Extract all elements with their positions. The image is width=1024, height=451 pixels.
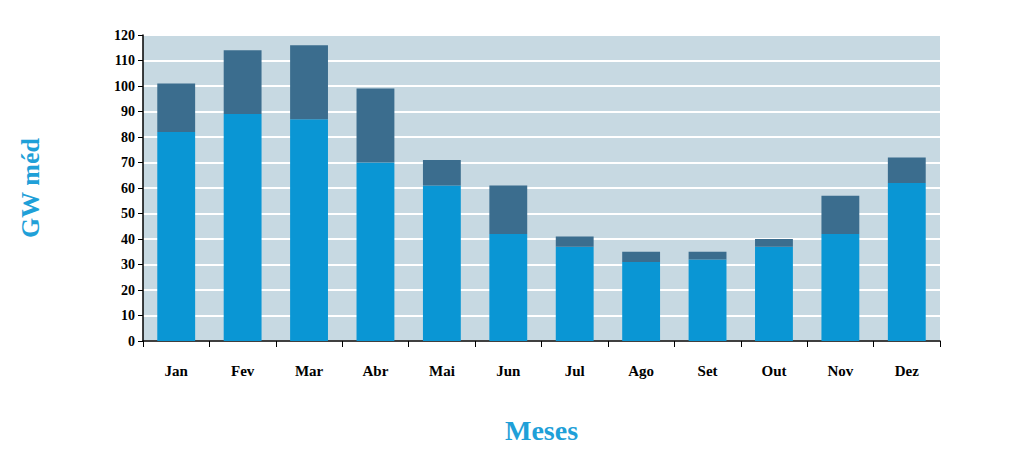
svg-text:60: 60 — [121, 181, 135, 196]
svg-text:120: 120 — [114, 28, 135, 43]
svg-text:Nov: Nov — [827, 363, 853, 379]
svg-text:Jan: Jan — [165, 363, 189, 379]
svg-text:Mar: Mar — [295, 363, 324, 379]
svg-text:Out: Out — [761, 363, 786, 379]
svg-text:Dez: Dez — [895, 363, 919, 379]
svg-text:Jun: Jun — [496, 363, 521, 379]
svg-text:Meses: Meses — [505, 415, 578, 446]
svg-text:Abr: Abr — [363, 363, 389, 379]
svg-text:110: 110 — [115, 53, 135, 68]
svg-text:GW méd: GW méd — [16, 138, 45, 238]
svg-text:40: 40 — [121, 232, 135, 247]
svg-text:Set: Set — [698, 363, 718, 379]
svg-text:Mai: Mai — [429, 363, 455, 379]
svg-text:80: 80 — [121, 130, 135, 145]
svg-text:Jul: Jul — [565, 363, 585, 379]
svg-text:70: 70 — [121, 155, 135, 170]
svg-text:Ago: Ago — [628, 363, 654, 379]
svg-text:30: 30 — [121, 257, 135, 272]
svg-text:50: 50 — [121, 206, 135, 221]
svg-text:90: 90 — [121, 104, 135, 119]
svg-text:Fev: Fev — [231, 363, 255, 379]
svg-text:100: 100 — [114, 79, 135, 94]
svg-text:0: 0 — [128, 334, 135, 349]
svg-text:20: 20 — [121, 283, 135, 298]
svg-text:10: 10 — [121, 308, 135, 323]
